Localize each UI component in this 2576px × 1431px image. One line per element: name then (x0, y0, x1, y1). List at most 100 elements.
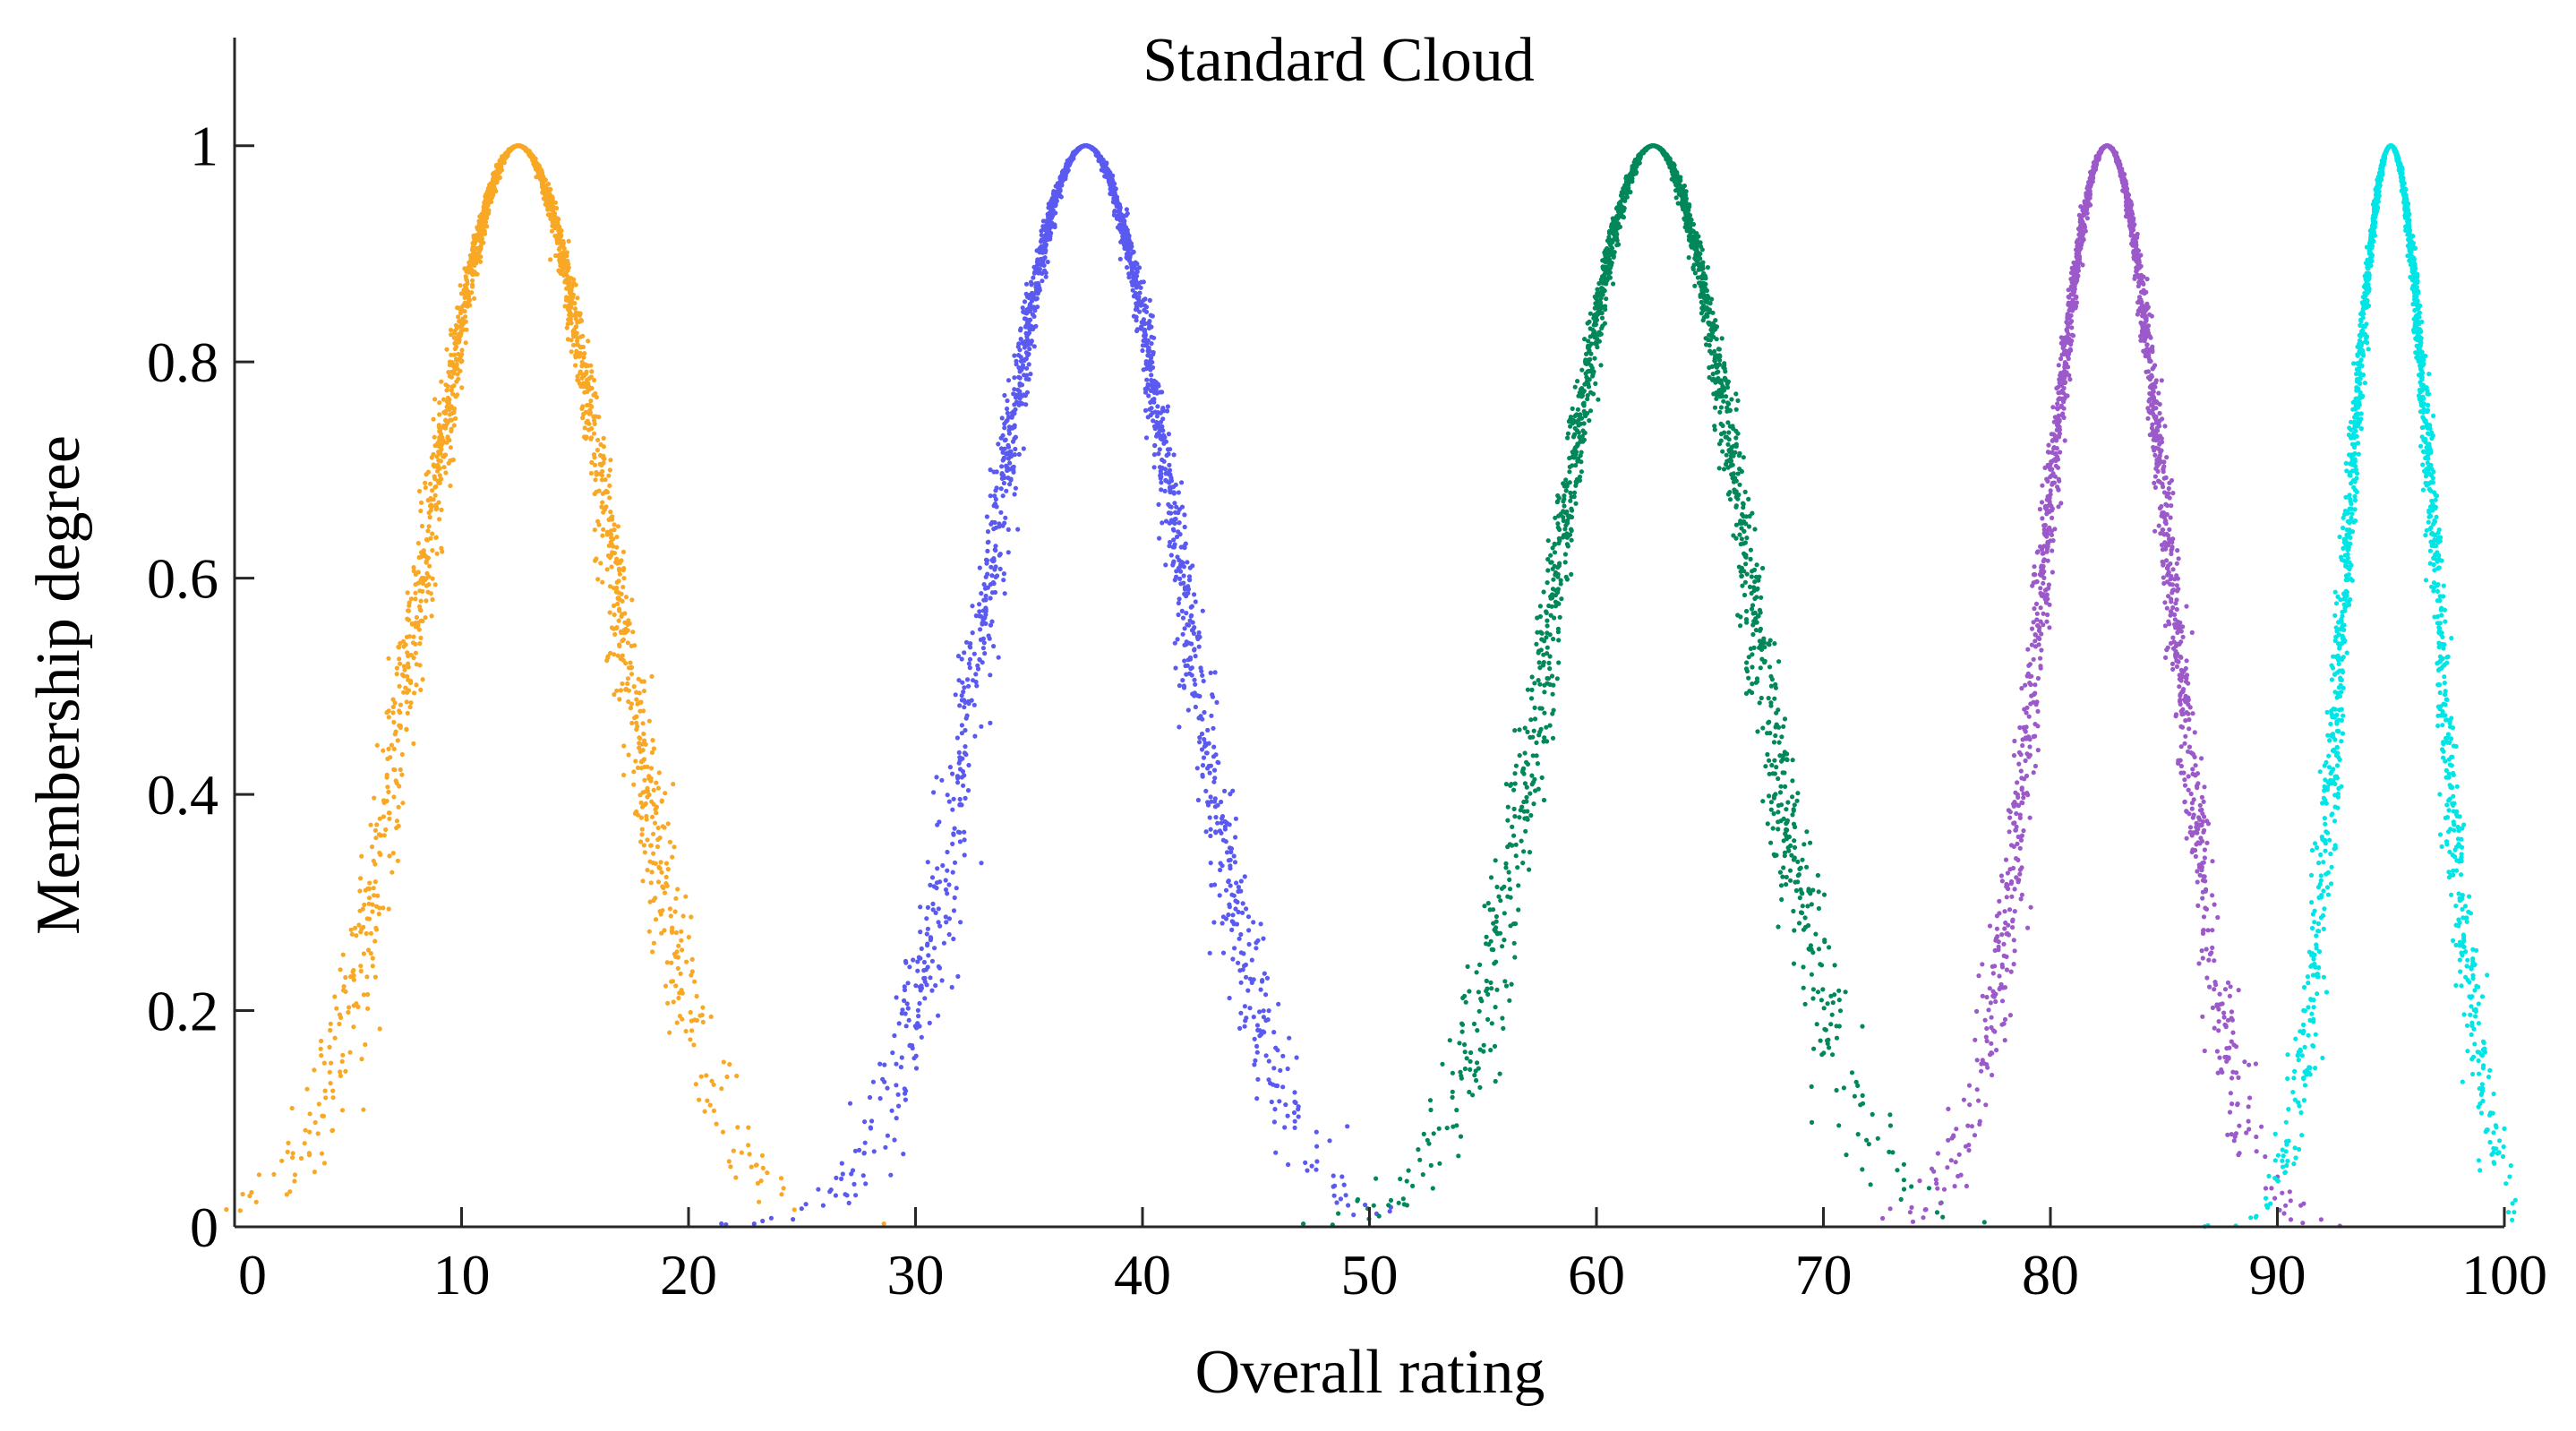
cloud-drop (406, 608, 412, 613)
cloud-drop (631, 684, 637, 690)
cloud-drop (1721, 398, 1726, 404)
cloud-drop (1926, 1186, 1932, 1191)
cloud-drop (1341, 1182, 1347, 1187)
cloud-drop (1180, 678, 1185, 683)
cloud-drop (394, 780, 399, 786)
cloud-drop (1725, 441, 1731, 447)
cloud-drop (1536, 660, 1542, 665)
cloud-drop (596, 522, 602, 527)
cloud-drop (1207, 815, 1212, 820)
cloud-drop (620, 638, 625, 644)
cloud-drop (663, 881, 669, 887)
cloud-drop (1232, 860, 1238, 865)
cloud-drop (614, 544, 620, 550)
cloud-drop (956, 750, 962, 756)
cloud-drop (1005, 406, 1010, 412)
cloud-drop (564, 250, 569, 255)
cloud-drop (1104, 167, 1109, 172)
cloud-drop (364, 974, 370, 980)
cloud-drop (575, 342, 580, 347)
cloud-drop (318, 1046, 323, 1051)
cloud-drop (632, 810, 638, 817)
cloud-drop (1043, 270, 1048, 276)
cloud-drop (1149, 373, 1154, 378)
cloud-drop (1039, 232, 1044, 238)
cloud-drop (1233, 816, 1238, 821)
cloud-drop (495, 176, 501, 182)
cloud-drop (675, 887, 680, 892)
cloud-drop (904, 1001, 910, 1007)
cloud-drop (955, 780, 961, 785)
cloud-drop (641, 843, 647, 848)
cloud-drop (1040, 278, 1045, 284)
cloud-drop (929, 958, 935, 964)
cloud-drop (1781, 865, 1786, 870)
cloud-drop (1238, 888, 1244, 894)
cloud-drop (985, 548, 990, 554)
cloud-drop (307, 1152, 312, 1157)
cloud-drop (1729, 397, 1734, 402)
cloud-drop (398, 702, 404, 707)
cloud-drop (1733, 504, 1739, 510)
cloud-drop (649, 673, 655, 680)
cloud-drop (913, 1053, 919, 1058)
cloud-drop (386, 656, 391, 661)
cloud-drop (372, 974, 378, 980)
cloud-drop (1242, 1004, 1247, 1009)
cloud-drop (754, 1162, 759, 1168)
cloud-drop (621, 743, 627, 749)
cloud-drop (702, 1109, 707, 1114)
cloud-drop (980, 646, 986, 651)
cloud-drop (1404, 1178, 1409, 1184)
cloud-drop (1314, 1144, 1320, 1149)
cloud-drop (614, 585, 620, 591)
cloud-drop (1243, 1018, 1248, 1024)
cloud-drop (607, 467, 613, 473)
cloud-drop (1002, 591, 1007, 596)
cloud-drop (620, 681, 625, 687)
cloud-drop (451, 409, 457, 416)
cloud-drop (907, 964, 912, 970)
cloud-drop (334, 1006, 339, 1011)
cloud-drop (539, 181, 544, 186)
cloud-drop (1024, 365, 1030, 371)
cloud-drop (653, 917, 659, 922)
cloud-drop (340, 1052, 346, 1058)
cloud-drop (1047, 210, 1052, 216)
cloud-drop (1031, 305, 1037, 311)
cloud-drop (447, 437, 452, 443)
cloud-drop (728, 1164, 733, 1170)
cloud-drop (1021, 446, 1026, 451)
cloud-drop (1017, 396, 1023, 401)
cloud-drop (253, 1199, 259, 1204)
cloud-drop (1776, 659, 1782, 664)
cloud-drop (1087, 144, 1092, 150)
cloud-drop (844, 1193, 850, 1198)
cloud-drop (418, 577, 424, 583)
cloud-drop (1018, 328, 1023, 333)
cloud-drop (607, 610, 612, 615)
cloud-drop (1125, 265, 1130, 270)
cloud-drop (571, 280, 577, 286)
cloud-drop (316, 1101, 321, 1107)
cloud-drop (852, 1148, 859, 1153)
cloud-drop (1502, 938, 1507, 943)
cloud-drop (1209, 713, 1214, 718)
cloud-drop (1276, 1001, 1281, 1007)
cloud-drop (381, 814, 386, 819)
cloud-drop (441, 454, 447, 459)
cloud-drop (419, 523, 425, 529)
cloud-drop (840, 1171, 845, 1177)
cloud-drop (574, 324, 579, 330)
cloud-drop (882, 1062, 887, 1067)
cloud-drop (582, 351, 587, 356)
cloud-drop (1768, 683, 1774, 689)
cloud-drop (1512, 814, 1518, 819)
cloud-drop (1331, 1193, 1337, 1198)
cloud-drop (1291, 1110, 1297, 1116)
cloud-drop (319, 1053, 324, 1058)
cloud-drop (903, 960, 909, 965)
cloud-drop (416, 627, 422, 632)
cloud-drop (1292, 1090, 1297, 1095)
cloud-drop (1200, 608, 1205, 613)
